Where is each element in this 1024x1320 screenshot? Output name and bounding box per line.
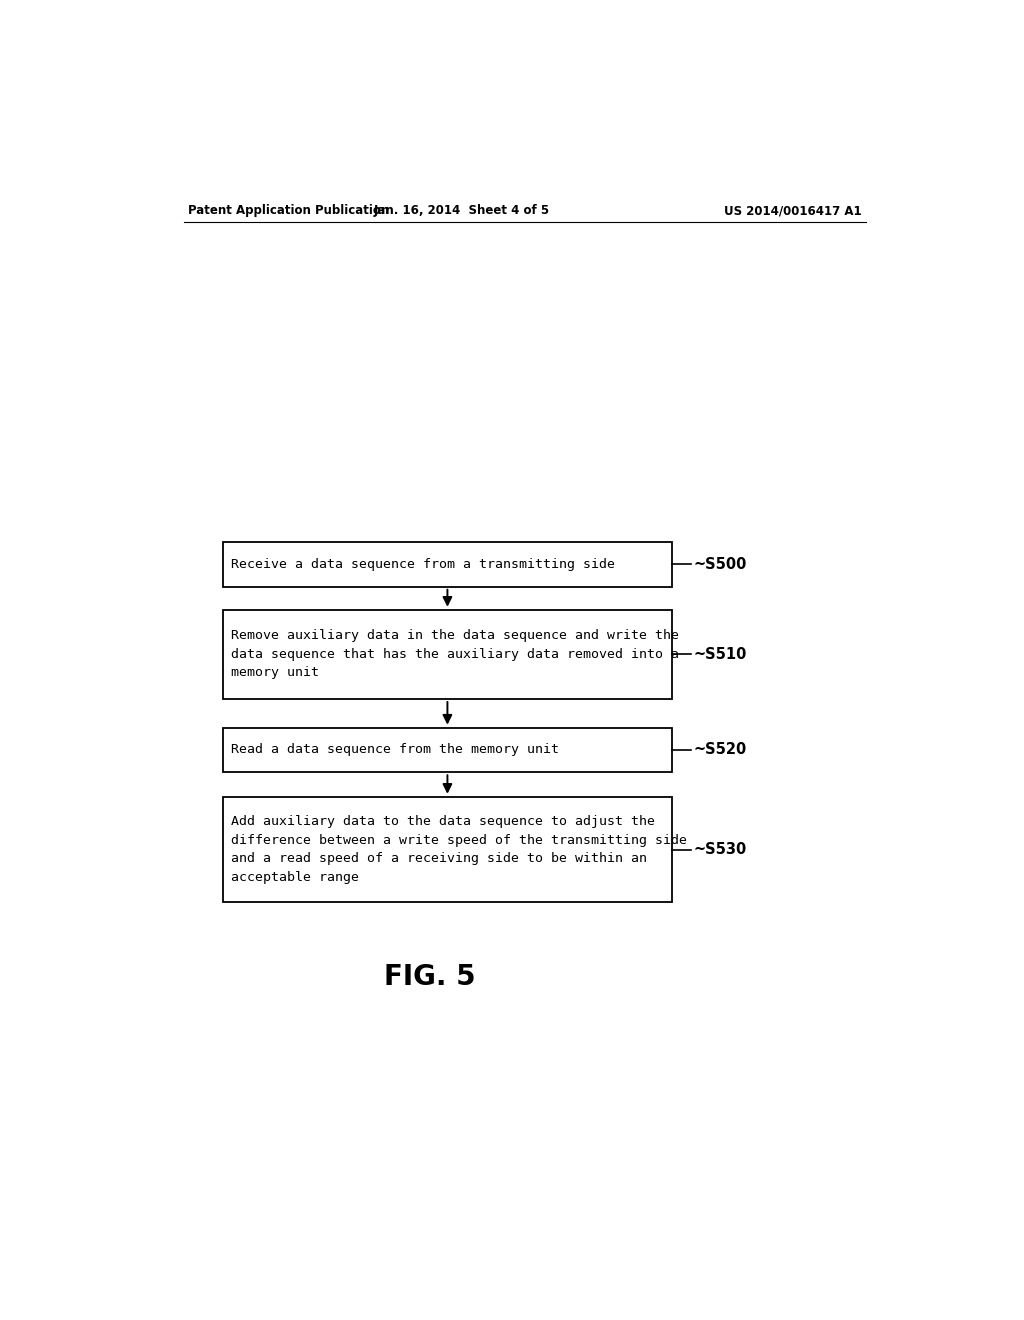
Text: Jan. 16, 2014  Sheet 4 of 5: Jan. 16, 2014 Sheet 4 of 5 (374, 205, 549, 216)
Text: ~S530: ~S530 (693, 842, 746, 857)
Bar (223, 543, 672, 587)
Bar (223, 727, 672, 772)
Text: ~S500: ~S500 (693, 557, 746, 572)
Text: ~S510: ~S510 (693, 647, 746, 661)
Text: US 2014/0016417 A1: US 2014/0016417 A1 (724, 205, 862, 216)
Text: Patent Application Publication: Patent Application Publication (187, 205, 389, 216)
Text: Remove auxiliary data in the data sequence and write the
data sequence that has : Remove auxiliary data in the data sequen… (231, 630, 679, 680)
Text: Receive a data sequence from a transmitting side: Receive a data sequence from a transmitt… (231, 558, 615, 572)
Text: FIG. 5: FIG. 5 (384, 962, 475, 990)
Bar (223, 610, 672, 700)
Text: Read a data sequence from the memory unit: Read a data sequence from the memory uni… (231, 743, 559, 756)
Text: Add auxiliary data to the data sequence to adjust the
difference between a write: Add auxiliary data to the data sequence … (231, 816, 687, 884)
Text: ~S520: ~S520 (693, 742, 746, 758)
Bar (223, 797, 672, 903)
